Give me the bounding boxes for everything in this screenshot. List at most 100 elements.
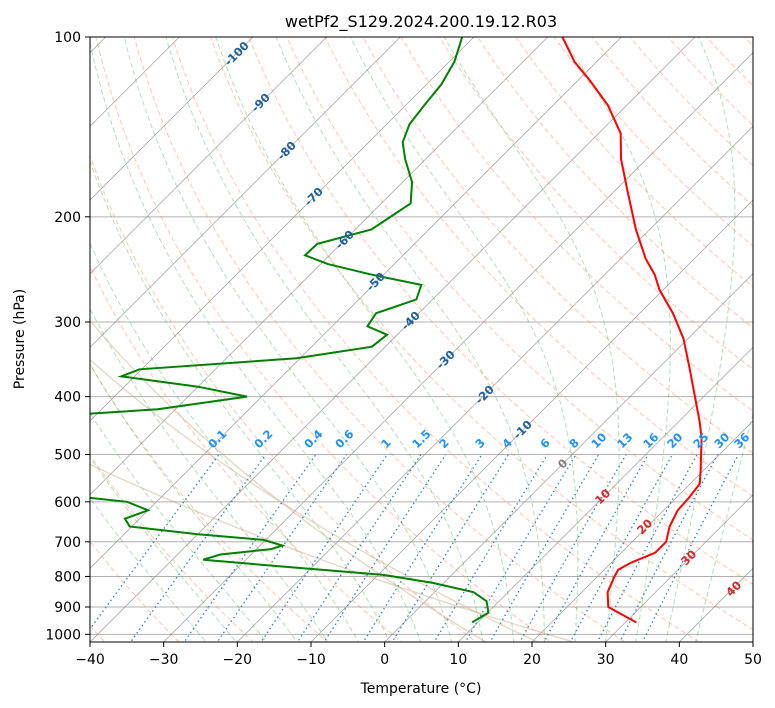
isotherm-line xyxy=(457,346,753,642)
dry-adiabat-line xyxy=(477,37,753,329)
mixing-ratio-line xyxy=(323,454,447,642)
isotherm-line xyxy=(90,37,328,275)
moist-adiabat-line xyxy=(90,40,422,642)
mixing-ratio-line xyxy=(90,454,220,631)
moist-adiabat-line xyxy=(695,411,753,642)
y-tick-label: 500 xyxy=(54,448,81,464)
y-tick-label: 100 xyxy=(54,30,81,46)
moist-adiabat-line xyxy=(123,37,453,642)
x-tick-label: −30 xyxy=(149,652,179,668)
dry-adiabat-line xyxy=(209,37,753,631)
mixing-ratio-label: 0.6 xyxy=(332,427,356,451)
isotherm-line xyxy=(752,641,753,642)
dry-adiabat-label: -40 xyxy=(398,308,423,333)
x-axis-label: Temperature (°C) xyxy=(360,681,482,697)
mixing-ratio-label: 0.1 xyxy=(205,427,229,451)
isotherm-line xyxy=(90,37,622,569)
dry-adiabat-line xyxy=(362,37,753,455)
moist-adiabat-line xyxy=(90,307,329,642)
dry-adiabat-line xyxy=(90,265,403,642)
x-tick-label: 20 xyxy=(523,652,541,668)
mixing-ratio-line xyxy=(216,454,348,642)
mixing-ratio-label: 13 xyxy=(614,430,635,451)
moist-adiabat-line xyxy=(90,159,391,642)
x-tick-label: 30 xyxy=(597,652,615,668)
mixing-ratio-line xyxy=(129,454,267,642)
dry-adiabat-line xyxy=(286,37,753,541)
mixing-ratio-line xyxy=(619,454,719,642)
dry-adiabat-line xyxy=(324,37,753,498)
temperature-trace xyxy=(561,37,703,624)
mixing-ratio-label: 1.5 xyxy=(409,427,433,451)
y-tick-label: 700 xyxy=(54,535,81,551)
moist-adiabat-line xyxy=(90,412,268,642)
axes: −40 −30 −20 −10 0 10 20 30 40 5010020030040050060… xyxy=(45,30,762,668)
mixing-ratio-label: 16 xyxy=(640,430,661,451)
plot-area: 0.1 0.2 0.4 0.6 1 1.5 2 3 4 6 8 10 13 16 20 25 3036-100-… xyxy=(0,10,775,659)
dry-adiabat-line xyxy=(629,37,753,167)
mixing-ratio-label: 2 xyxy=(436,436,452,452)
dry-adiabat-line xyxy=(133,37,626,642)
dry-adiabat-line xyxy=(757,10,775,659)
moist-adiabat-line xyxy=(90,456,237,642)
isotherm-line xyxy=(0,10,59,659)
y-axis-label: Pressure (hPa) xyxy=(12,289,28,389)
isotherm-line xyxy=(531,420,753,642)
mixing-ratio-line xyxy=(433,454,549,642)
mixing-ratio-line xyxy=(464,454,577,642)
isotherm-line xyxy=(90,37,475,422)
y-tick-label: 600 xyxy=(54,495,81,511)
mixing-ratio-label: 8 xyxy=(566,436,582,452)
plot-frame xyxy=(89,36,754,643)
mixing-ratio-label: 0.4 xyxy=(301,427,325,451)
isotherm-line xyxy=(310,199,753,642)
mixing-ratio-label: 25 xyxy=(690,430,711,451)
isotherm-line xyxy=(90,37,401,348)
x-tick-label: 10 xyxy=(449,652,467,668)
isotherm-label: 20 xyxy=(634,516,655,537)
tan-reference-curve xyxy=(90,463,577,642)
isotherm-line xyxy=(90,37,696,642)
y-tick-label: 300 xyxy=(54,315,81,331)
isotherm-line xyxy=(90,37,254,201)
isotherm-label: 40 xyxy=(723,578,744,599)
dry-adiabat-line xyxy=(95,37,552,642)
dry-adiabat-line xyxy=(705,37,753,87)
moist-adiabat-line xyxy=(165,37,484,642)
tan-reference-curve xyxy=(90,358,540,642)
dry-adiabat-line xyxy=(667,37,753,127)
dry-adiabat-line xyxy=(248,37,753,585)
dry-adiabat-line xyxy=(553,37,753,247)
isotherm-label: 10 xyxy=(592,486,613,507)
moist-adiabat-line xyxy=(350,37,579,642)
moist-adiabat-line xyxy=(561,37,671,642)
dry-adiabat-line xyxy=(90,540,180,642)
dry-adiabat-label: -70 xyxy=(301,184,326,209)
isotherm-line xyxy=(90,37,549,496)
moist-adiabat-line xyxy=(443,37,620,642)
isotherm-line xyxy=(605,494,753,642)
x-tick-label: −40 xyxy=(75,652,105,668)
mixing-ratio-label: 4 xyxy=(499,436,515,452)
mixing-ratio-line xyxy=(183,454,317,642)
mixing-ratio-label: 36 xyxy=(731,430,752,451)
mixing-ratio-line xyxy=(296,454,422,642)
mixing-ratio-label: 6 xyxy=(537,436,553,452)
y-tick-label: 900 xyxy=(54,600,81,616)
mixing-ratio-line xyxy=(260,454,388,642)
isotherm-line xyxy=(236,125,753,642)
dry-adiabat-line xyxy=(400,37,753,412)
dry-adiabat-line xyxy=(591,37,753,207)
mixing-ratio-label: 1 xyxy=(378,436,394,452)
y-tick-label: 400 xyxy=(54,390,81,406)
x-tick-label: 0 xyxy=(380,652,389,668)
x-tick-label: −10 xyxy=(296,652,326,668)
mixing-ratio-layer xyxy=(90,454,739,642)
dry-adiabat-line xyxy=(90,453,254,642)
y-tick-label: 800 xyxy=(54,569,81,585)
moist-adiabat-line xyxy=(275,37,545,642)
dry-adiabat-line xyxy=(438,37,753,370)
y-tick-label: 200 xyxy=(54,210,81,226)
x-tick-label: 50 xyxy=(744,652,762,668)
